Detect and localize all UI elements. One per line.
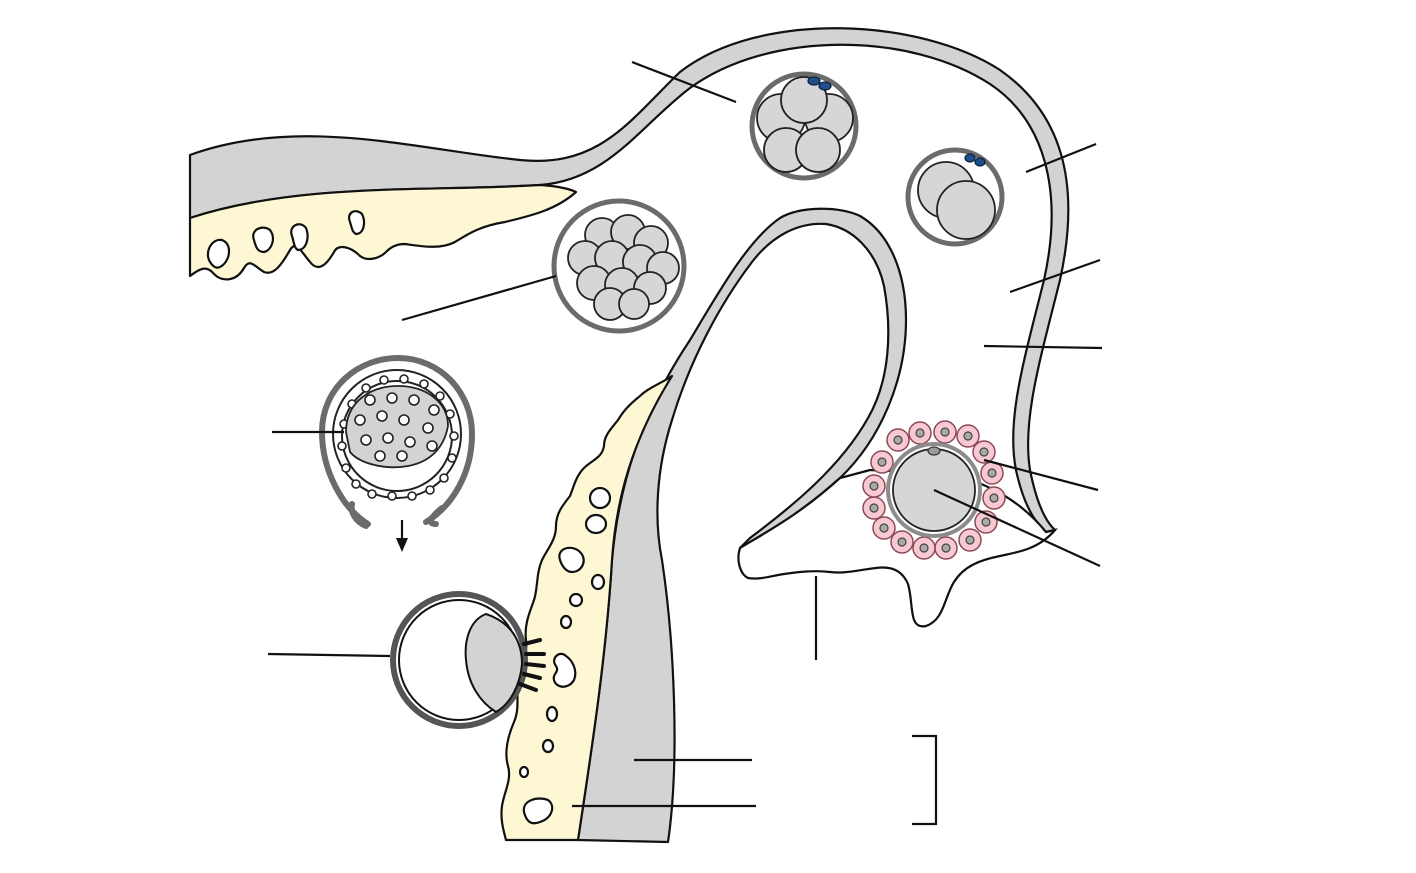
gland <box>588 486 612 510</box>
leader-line-ampulla <box>983 344 1103 350</box>
leader-lines <box>267 60 1103 808</box>
inner-cell-mass <box>345 385 449 469</box>
gland <box>545 705 559 723</box>
morula <box>551 198 687 334</box>
arrow-head <box>396 538 408 552</box>
blastocyst <box>318 354 476 529</box>
blastomere <box>780 76 828 124</box>
trophoblast-cells <box>337 374 459 501</box>
gland <box>348 210 366 236</box>
corona-nuclei <box>869 427 999 553</box>
gland <box>559 614 573 630</box>
polar-body <box>818 81 832 91</box>
leader-line-implantation <box>267 652 391 658</box>
leader-line-two-cell <box>1025 142 1097 174</box>
polar-body <box>927 446 941 456</box>
trophoblast-tail <box>348 501 445 529</box>
endometrium-upper <box>188 183 578 281</box>
gland <box>518 765 530 779</box>
inner-cell-mass-nuclei <box>354 392 440 462</box>
bracket <box>912 734 938 826</box>
leader-line-four-cell <box>631 60 737 104</box>
gland <box>522 797 554 825</box>
four-cell-stage <box>749 71 859 181</box>
gland <box>552 652 577 688</box>
leader-line-morula <box>401 274 557 322</box>
gland <box>290 223 309 252</box>
gland <box>558 546 585 574</box>
leader-line-uterine-tube <box>1009 258 1101 294</box>
blastomere <box>795 127 841 173</box>
gland <box>568 592 584 608</box>
two-cell-stage <box>905 147 1005 247</box>
inner-cell-mass <box>464 612 524 714</box>
polar-body <box>964 153 976 163</box>
polar-body <box>974 157 986 167</box>
zona-pellucida-hatching <box>318 354 476 527</box>
gland <box>584 513 608 535</box>
endometrium-lower <box>500 374 674 842</box>
gland <box>252 226 274 254</box>
syncytiotrophoblast-projections <box>518 638 546 692</box>
leader-line-corona <box>983 458 1099 492</box>
leader-line-oocyte <box>933 488 1101 568</box>
gland <box>206 238 231 269</box>
blastomere <box>936 180 996 240</box>
implanting-blastocyst <box>390 591 546 729</box>
blastomere <box>618 288 650 320</box>
polar-body <box>807 76 821 86</box>
gland <box>590 573 606 591</box>
gland <box>541 738 555 754</box>
